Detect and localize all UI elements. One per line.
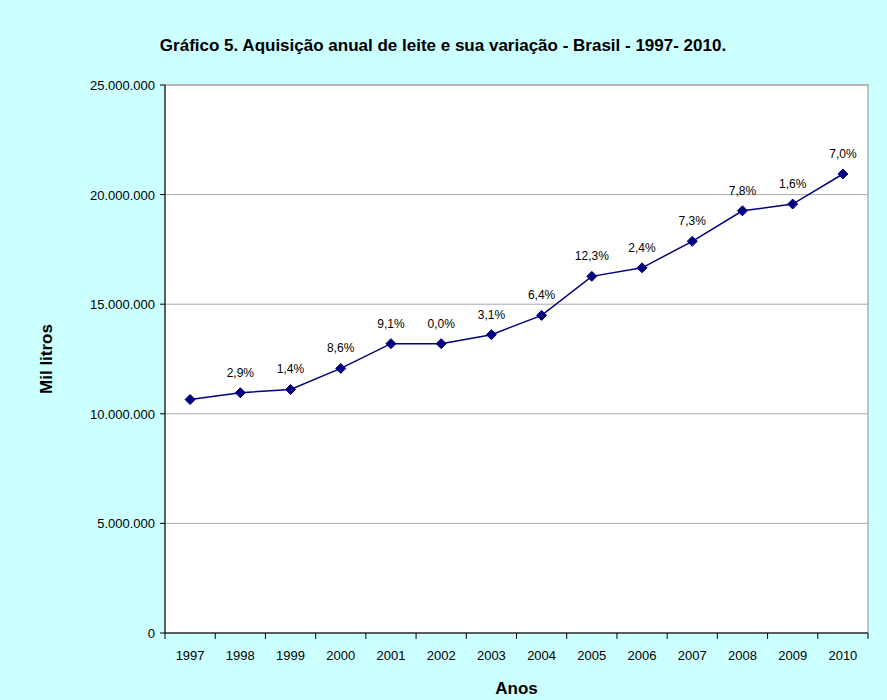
y-tick-label: 10.000.000 bbox=[90, 407, 155, 422]
x-tick bbox=[466, 633, 467, 639]
variation-label: 2,4% bbox=[628, 241, 656, 255]
x-tick-label: 2001 bbox=[377, 648, 406, 663]
marker bbox=[637, 263, 647, 273]
x-tick bbox=[868, 633, 869, 639]
marker bbox=[838, 169, 848, 179]
marker bbox=[537, 310, 547, 320]
y-tick-label: 5.000.000 bbox=[97, 516, 155, 531]
x-tick-label: 2004 bbox=[527, 648, 556, 663]
marker bbox=[436, 339, 446, 349]
x-tick bbox=[566, 633, 567, 639]
x-tick bbox=[616, 633, 617, 639]
marker bbox=[486, 330, 496, 340]
variation-label: 7,0% bbox=[829, 147, 857, 161]
x-tick-label: 2003 bbox=[477, 648, 506, 663]
variation-label: 9,1% bbox=[377, 317, 405, 331]
x-tick-label: 1999 bbox=[276, 648, 305, 663]
variation-label: 6,4% bbox=[528, 288, 556, 302]
variation-label: 7,3% bbox=[679, 214, 707, 228]
y-tick-label: 15.000.000 bbox=[90, 297, 155, 312]
x-tick-label: 2007 bbox=[678, 648, 707, 663]
x-tick-label: 2006 bbox=[628, 648, 657, 663]
x-tick bbox=[265, 633, 266, 639]
marker bbox=[185, 395, 195, 405]
y-tick-label: 0 bbox=[148, 626, 155, 641]
marker bbox=[788, 199, 798, 209]
x-tick bbox=[767, 633, 768, 639]
x-tick bbox=[667, 633, 668, 639]
x-tick bbox=[416, 633, 417, 639]
x-tick bbox=[817, 633, 818, 639]
marker bbox=[336, 363, 346, 373]
variation-label: 1,4% bbox=[277, 362, 305, 376]
marker bbox=[235, 388, 245, 398]
y-tick bbox=[160, 85, 165, 86]
grid-line bbox=[165, 85, 868, 86]
y-tick-label: 20.000.000 bbox=[90, 188, 155, 203]
x-tick bbox=[165, 633, 166, 639]
variation-label: 0,0% bbox=[427, 317, 455, 331]
x-tick-label: 1997 bbox=[176, 648, 205, 663]
grid-line bbox=[165, 523, 868, 524]
marker bbox=[587, 271, 597, 281]
y-tick-label: 25.000.000 bbox=[90, 78, 155, 93]
variation-label: 1,6% bbox=[779, 177, 807, 191]
y-tick bbox=[160, 633, 165, 634]
x-tick bbox=[215, 633, 216, 639]
x-tick-label: 2008 bbox=[728, 648, 757, 663]
title: Gráfico 5. Aquisição anual de leite e su… bbox=[160, 36, 726, 55]
x-tick-label: 2010 bbox=[828, 648, 857, 663]
series-group bbox=[185, 169, 848, 405]
variation-label: 8,6% bbox=[327, 341, 355, 355]
marker bbox=[286, 384, 296, 394]
chart: Gráfico 5. Aquisição anual de leite e su… bbox=[0, 0, 887, 700]
x-tick-label: 1998 bbox=[226, 648, 255, 663]
plot-area bbox=[165, 85, 868, 633]
marker bbox=[687, 236, 697, 246]
x-axis-label: Anos bbox=[495, 679, 538, 698]
x-tick bbox=[315, 633, 316, 639]
grid-line bbox=[165, 413, 868, 414]
variation-label: 3,1% bbox=[478, 308, 506, 322]
y-tick bbox=[160, 523, 165, 524]
grid-line bbox=[165, 194, 868, 195]
y-axis-label: Mil litros bbox=[37, 324, 56, 394]
marker bbox=[737, 206, 747, 216]
y-tick bbox=[160, 304, 165, 305]
variation-label: 7,8% bbox=[729, 184, 757, 198]
x-tick-label: 2000 bbox=[326, 648, 355, 663]
y-tick bbox=[160, 413, 165, 414]
x-tick-label: 2005 bbox=[577, 648, 606, 663]
grid-line bbox=[165, 304, 868, 305]
x-tick bbox=[516, 633, 517, 639]
y-axis bbox=[165, 85, 166, 633]
y-tick bbox=[160, 194, 165, 195]
variation-label: 2,9% bbox=[227, 366, 255, 380]
series-line bbox=[190, 174, 843, 400]
x-tick-label: 2002 bbox=[427, 648, 456, 663]
x-tick bbox=[365, 633, 366, 639]
variation-label: 12,3% bbox=[575, 249, 609, 263]
x-tick-label: 2009 bbox=[778, 648, 807, 663]
marker bbox=[386, 339, 396, 349]
x-tick bbox=[717, 633, 718, 639]
